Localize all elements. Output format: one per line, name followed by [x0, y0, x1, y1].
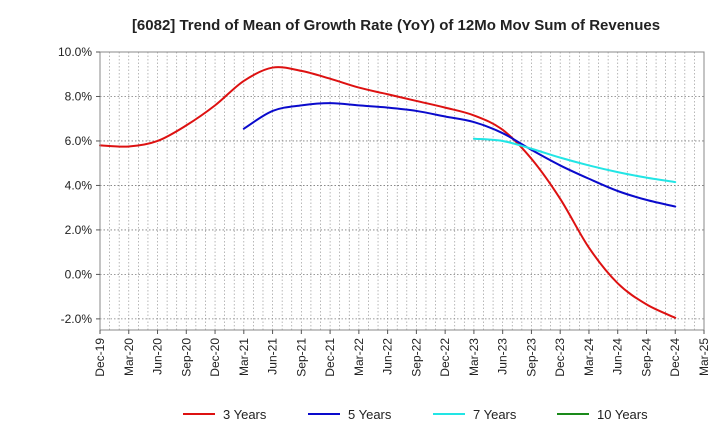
series-line-3-years [99, 66, 677, 319]
x-tick-label: Dec-19 [93, 338, 107, 377]
x-tick-label: Sep-20 [179, 338, 193, 377]
x-tick-label: Sep-23 [524, 338, 538, 377]
x-tick-label: Mar-20 [122, 338, 136, 376]
x-tick-label: Dec-20 [208, 338, 222, 377]
y-tick-label: 6.0% [65, 134, 93, 148]
x-tick-label: Jun-23 [496, 338, 510, 375]
plot-frame [99, 51, 705, 331]
chart-title: [6082] Trend of Mean of Growth Rate (YoY… [132, 17, 660, 34]
x-tick-label: Jun-22 [381, 338, 395, 375]
y-tick-label: 4.0% [65, 178, 93, 192]
legend-label: 10 Years [597, 407, 648, 422]
x-tick-label: Dec-23 [553, 338, 567, 377]
series-line-7-years [472, 137, 677, 184]
x-tick-label: Sep-24 [639, 338, 653, 377]
series-line-5-years [242, 102, 677, 208]
y-axis: 10.0% 8.0% 6.0% 4.0% 2.0% 0.0% -2.0% [58, 45, 100, 326]
x-tick-label: Mar-22 [352, 338, 366, 376]
y-tick-label: 2.0% [65, 223, 93, 237]
x-tick-label: Dec-24 [668, 338, 682, 377]
x-tick-label: Sep-21 [294, 338, 308, 377]
legend-label: 5 Years [348, 407, 392, 422]
x-tick-label: Mar-25 [697, 338, 711, 376]
x-tick-label: Mar-21 [237, 338, 251, 376]
grid-layer [99, 51, 705, 330]
legend: 3 Years 5 Years 7 Years 10 Years [183, 407, 648, 422]
x-tick-label: Jun-21 [266, 338, 280, 375]
legend-label: 3 Years [223, 407, 267, 422]
x-tick-label: Dec-21 [323, 338, 337, 377]
series-layer [99, 66, 677, 319]
y-tick-label: 10.0% [58, 45, 92, 59]
x-tick-label: Jun-24 [611, 338, 625, 375]
y-tick-label: 8.0% [65, 89, 93, 103]
x-tick-label: Jun-20 [151, 338, 165, 375]
legend-label: 7 Years [473, 407, 517, 422]
x-tick-label: Dec-22 [438, 338, 452, 377]
x-tick-label: Mar-23 [467, 338, 481, 376]
x-tick-label: Sep-22 [409, 338, 423, 377]
x-axis: Dec-19 Mar-20 Jun-20 Sep-20 Dec-20 Mar-21 Jun-… [93, 330, 711, 377]
y-tick-label: -2.0% [61, 312, 93, 326]
x-tick-label: Mar-24 [582, 338, 596, 376]
y-tick-label: 0.0% [65, 267, 93, 281]
